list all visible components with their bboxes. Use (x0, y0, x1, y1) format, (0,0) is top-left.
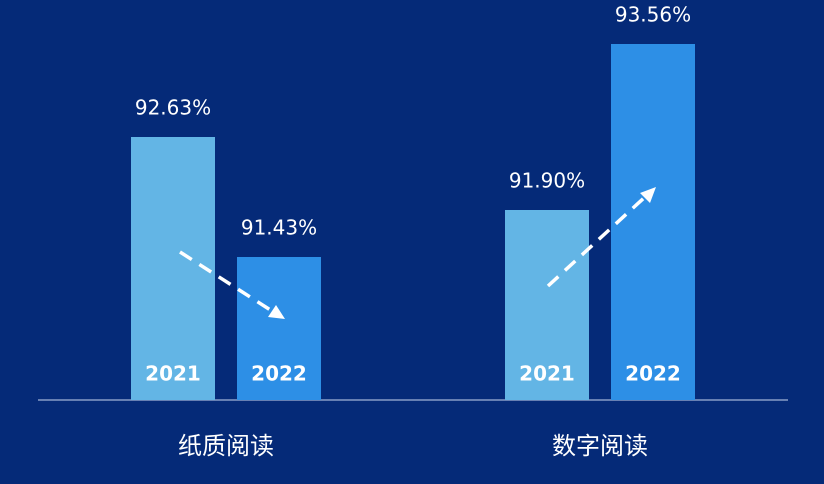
series-label: 2022 (251, 362, 307, 386)
bar (611, 44, 695, 400)
trend-arrow (546, 187, 656, 288)
value-label: 93.56% (615, 3, 691, 27)
series-label: 2022 (625, 362, 681, 386)
trend-arrow (179, 250, 285, 319)
x-tick-label: 纸质阅读 (178, 432, 274, 460)
value-label: 91.90% (509, 169, 585, 193)
value-label: 92.63% (135, 96, 211, 120)
bar (131, 137, 215, 400)
bar (237, 257, 321, 400)
value-label: 91.43% (241, 216, 317, 240)
plot (131, 44, 695, 400)
x-tick-label: 数字阅读 (552, 432, 648, 460)
series-label: 2021 (519, 362, 575, 386)
series-label: 2021 (145, 362, 201, 386)
bar (505, 210, 589, 400)
